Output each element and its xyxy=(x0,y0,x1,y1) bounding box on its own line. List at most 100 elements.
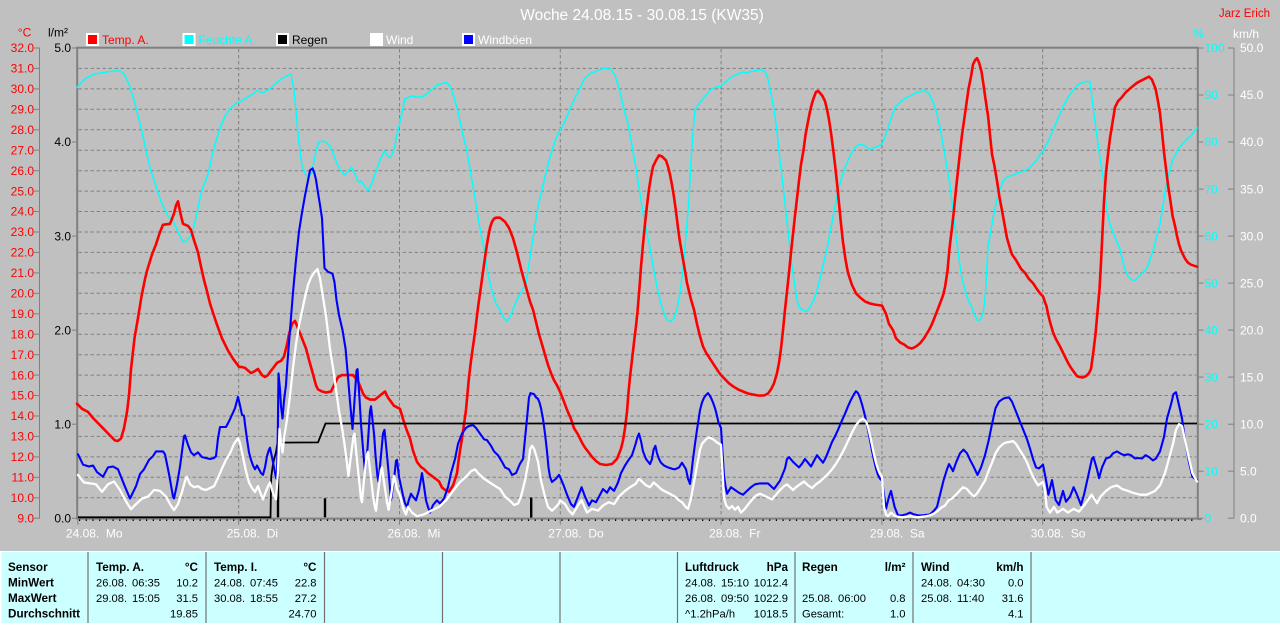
svg-text:°C: °C xyxy=(303,561,317,574)
svg-text:1018.5: 1018.5 xyxy=(754,609,788,621)
svg-text:23.0: 23.0 xyxy=(11,225,35,239)
svg-text:31.0: 31.0 xyxy=(11,62,35,76)
svg-text:14.0: 14.0 xyxy=(11,409,35,423)
svg-text:Temp. A.: Temp. A. xyxy=(102,33,149,47)
svg-text:45.0: 45.0 xyxy=(1240,88,1264,102)
svg-text:12.0: 12.0 xyxy=(11,450,35,464)
svg-text:27.08. Do: 27.08. Do xyxy=(548,527,604,541)
svg-text:09:50: 09:50 xyxy=(721,593,749,605)
svg-text:35.0: 35.0 xyxy=(1240,182,1264,196)
svg-text:Luftdruck: Luftdruck xyxy=(685,561,739,574)
svg-text:25.0: 25.0 xyxy=(1240,276,1264,290)
svg-text:5.0: 5.0 xyxy=(1240,464,1257,478)
svg-text:26.0: 26.0 xyxy=(11,164,35,178)
svg-text:13.0: 13.0 xyxy=(11,430,35,444)
svg-text:Feuchte A.: Feuchte A. xyxy=(199,33,256,47)
svg-text:50.0: 50.0 xyxy=(1240,41,1264,55)
svg-text:24.08.: 24.08. xyxy=(921,578,952,590)
svg-text:90: 90 xyxy=(1205,88,1219,102)
svg-text:2.0: 2.0 xyxy=(54,323,71,337)
svg-text:30: 30 xyxy=(1205,370,1219,384)
svg-text:0.0: 0.0 xyxy=(1240,511,1257,525)
svg-text:°C: °C xyxy=(185,561,199,574)
svg-text:30.0: 30.0 xyxy=(1240,229,1264,243)
svg-text:04:30: 04:30 xyxy=(957,578,985,590)
svg-text:Wind: Wind xyxy=(921,561,949,574)
svg-text:25.08. Di: 25.08. Di xyxy=(227,527,278,541)
svg-text:10.0: 10.0 xyxy=(1240,417,1264,431)
svg-text:24.70: 24.70 xyxy=(289,609,317,621)
svg-text:Sensor: Sensor xyxy=(8,561,48,574)
svg-text:0: 0 xyxy=(1205,511,1212,525)
svg-text:60: 60 xyxy=(1205,229,1219,243)
svg-text:30.08.: 30.08. xyxy=(214,593,245,605)
svg-text:Temp. I.: Temp. I. xyxy=(214,561,257,574)
svg-text:26.08. Mi: 26.08. Mi xyxy=(388,527,441,541)
svg-text:15:10: 15:10 xyxy=(721,578,749,590)
svg-text:1.0: 1.0 xyxy=(54,417,71,431)
svg-text:10.0: 10.0 xyxy=(11,491,35,505)
svg-text:18.0: 18.0 xyxy=(11,327,35,341)
svg-text:Woche 24.08.15 - 30.08.15 (KW3: Woche 24.08.15 - 30.08.15 (KW35) xyxy=(520,7,764,24)
svg-text:24.08. Mo: 24.08. Mo xyxy=(66,527,123,541)
svg-text:26.08.: 26.08. xyxy=(685,593,716,605)
svg-text:27.2: 27.2 xyxy=(295,593,317,605)
svg-text:10: 10 xyxy=(1205,464,1219,478)
svg-text:3.0: 3.0 xyxy=(54,229,71,243)
svg-text:21.0: 21.0 xyxy=(11,266,35,280)
svg-text:19.85: 19.85 xyxy=(170,609,198,621)
svg-text:31.5: 31.5 xyxy=(176,593,198,605)
svg-text:11:40: 11:40 xyxy=(957,593,984,605)
svg-text:28.0: 28.0 xyxy=(11,123,35,137)
svg-text:10.2: 10.2 xyxy=(176,578,198,590)
svg-text:27.0: 27.0 xyxy=(11,143,35,157)
svg-text:Gesamt:: Gesamt: xyxy=(802,609,844,621)
svg-text:%: % xyxy=(1193,27,1204,41)
svg-text:20.0: 20.0 xyxy=(11,287,35,301)
svg-text:24.08.: 24.08. xyxy=(214,578,245,590)
svg-text:Windböen: Windböen xyxy=(478,33,532,47)
svg-text:06:35: 06:35 xyxy=(132,578,160,590)
svg-text:25.08.: 25.08. xyxy=(921,593,952,605)
svg-text:l/m²: l/m² xyxy=(885,561,906,574)
svg-text:25.08.: 25.08. xyxy=(802,593,833,605)
svg-text:5.0: 5.0 xyxy=(54,41,71,55)
svg-text:22.8: 22.8 xyxy=(295,578,317,590)
svg-text:9.0: 9.0 xyxy=(17,511,34,525)
svg-text:0.0: 0.0 xyxy=(54,511,71,525)
svg-text:0.0: 0.0 xyxy=(1008,578,1024,590)
svg-text:16.0: 16.0 xyxy=(11,368,35,382)
svg-text:l/m²: l/m² xyxy=(48,26,68,40)
svg-text:17.0: 17.0 xyxy=(11,348,35,362)
svg-text:20: 20 xyxy=(1205,417,1219,431)
svg-text:29.0: 29.0 xyxy=(11,103,35,117)
svg-text:28.08. Fr: 28.08. Fr xyxy=(709,527,760,541)
svg-text:Wind: Wind xyxy=(386,33,413,47)
svg-text:19.0: 19.0 xyxy=(11,307,35,321)
svg-text:^1.2hPa/h: ^1.2hPa/h xyxy=(685,609,735,621)
svg-text:29.08. Sa: 29.08. Sa xyxy=(870,527,925,541)
svg-text:06:00: 06:00 xyxy=(838,593,866,605)
svg-text:15:05: 15:05 xyxy=(132,593,160,605)
svg-text:4.1: 4.1 xyxy=(1008,609,1024,621)
svg-text:40.0: 40.0 xyxy=(1240,135,1264,149)
svg-text:Regen: Regen xyxy=(292,33,327,47)
svg-text:31.6: 31.6 xyxy=(1002,593,1024,605)
svg-text:25.0: 25.0 xyxy=(11,184,35,198)
svg-text:Temp. A.: Temp. A. xyxy=(96,561,144,574)
svg-text:07:45: 07:45 xyxy=(250,578,278,590)
svg-text:MinWert: MinWert xyxy=(8,577,54,590)
svg-text:50: 50 xyxy=(1205,276,1219,290)
svg-text:hPa: hPa xyxy=(767,561,789,574)
svg-text:4.0: 4.0 xyxy=(54,135,71,149)
svg-text:40: 40 xyxy=(1205,323,1219,337)
svg-text:70: 70 xyxy=(1205,182,1219,196)
svg-text:100: 100 xyxy=(1205,41,1225,55)
svg-text:26.08.: 26.08. xyxy=(96,578,127,590)
svg-text:22.0: 22.0 xyxy=(11,246,35,260)
svg-text:32.0: 32.0 xyxy=(11,41,35,55)
svg-text:km/h: km/h xyxy=(996,561,1023,574)
svg-text:MaxWert: MaxWert xyxy=(8,592,57,605)
svg-text:15.0: 15.0 xyxy=(1240,370,1264,384)
svg-text:30.08. So: 30.08. So xyxy=(1031,527,1086,541)
